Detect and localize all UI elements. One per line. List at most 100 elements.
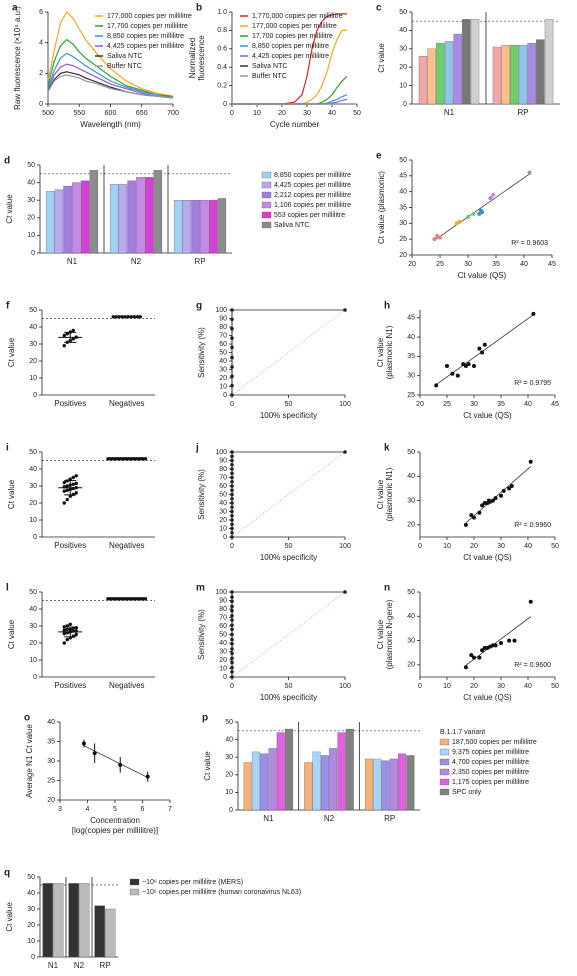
x-tick-label: 40 <box>520 261 528 268</box>
bar <box>418 56 428 105</box>
y-tick-label: 10 <box>225 789 233 796</box>
x-tick-label: 0 <box>230 543 234 550</box>
panel-label: b <box>196 3 202 14</box>
bar <box>153 170 163 254</box>
y-tick-label: 0.6 <box>217 46 227 53</box>
fit-line <box>465 616 531 666</box>
y-tick-label: 100 <box>215 589 227 596</box>
y-tick-label: 0 <box>33 392 37 399</box>
point <box>62 501 66 505</box>
y-axis-label: Ct value <box>377 43 386 73</box>
y-tick-label: 0.8 <box>217 27 227 34</box>
y-tick-label: 20 <box>27 215 35 222</box>
bar <box>285 728 294 811</box>
x-tick-label: 40 <box>524 401 532 408</box>
x-axis-label: Cycle number <box>270 120 320 129</box>
point <box>480 648 485 653</box>
x-tick-label: 20 <box>416 401 424 408</box>
point <box>74 481 78 486</box>
x-axis-label: Ct value (QS) <box>463 693 512 702</box>
legend-swatch <box>129 888 140 896</box>
y-tick-label: 30 <box>29 483 37 490</box>
legend-label: 2,350 copies per millilitre <box>452 769 529 776</box>
x-tick-label: 45 <box>548 261 556 268</box>
bar <box>251 751 260 811</box>
point <box>71 626 75 631</box>
point <box>507 486 512 491</box>
x-tick-label: 6 <box>141 806 145 813</box>
y-tick-label: 40 <box>29 324 37 331</box>
bar <box>510 44 519 105</box>
point <box>65 497 69 502</box>
point <box>528 459 533 464</box>
point <box>230 454 234 459</box>
point <box>466 362 471 367</box>
legend-label: Buffer NTC <box>107 63 142 70</box>
legend-label: 187,500 copies per millilitre <box>452 739 537 746</box>
legend-swatch <box>261 191 272 199</box>
y-tick-label: 10 <box>29 517 37 524</box>
point <box>230 488 234 493</box>
y-tick-label: 35 <box>399 204 407 211</box>
y-tick-label: 30 <box>29 341 37 348</box>
y-tick-label: 50 <box>219 349 227 356</box>
bar <box>268 748 277 811</box>
y-tick-label: 30 <box>407 373 415 380</box>
point <box>74 474 78 478</box>
point <box>230 660 234 665</box>
x-tick-label: 700 <box>167 110 179 117</box>
point <box>230 526 234 531</box>
point <box>230 651 234 655</box>
y-tick-label: 30 <box>219 366 227 373</box>
bar <box>304 762 313 811</box>
bar <box>79 883 90 958</box>
y-tick-label: 30 <box>219 508 227 515</box>
y-tick-label: 40 <box>27 179 35 186</box>
point <box>65 627 69 632</box>
y-tick-label: 10 <box>27 938 35 945</box>
point <box>230 670 234 674</box>
point <box>230 656 234 661</box>
point <box>488 196 493 200</box>
x-tick-label: 20 <box>470 683 478 690</box>
bar <box>191 200 200 254</box>
legend-label: 4,425 copies per millilitre <box>252 53 329 60</box>
bar <box>105 908 116 958</box>
y-axis-label: Normalized <box>188 38 197 78</box>
legend-label: 177,000 copies per millilitre <box>107 13 192 20</box>
x-tick-label: Positives <box>54 399 86 408</box>
y-tick-label: 40 <box>219 640 227 647</box>
point <box>450 371 455 376</box>
point <box>230 618 234 622</box>
point <box>62 631 66 636</box>
point <box>499 493 503 498</box>
y-tick-label: 20 <box>219 517 227 524</box>
y-axis-label: Ct value <box>376 337 385 367</box>
legend-label: Buffer NTC <box>252 73 287 80</box>
point <box>230 608 234 613</box>
y-axis-label: Sensitivity (%) <box>197 327 206 378</box>
legend-swatch <box>439 748 450 756</box>
bar <box>276 732 285 811</box>
point <box>62 333 66 338</box>
y-tick-label: 35 <box>47 738 55 745</box>
panel-label: j <box>195 443 199 454</box>
x-tick-label: N2 <box>74 961 85 970</box>
point <box>71 328 75 333</box>
line <box>47 74 174 99</box>
point <box>230 535 234 539</box>
x-tick-label: 25 <box>436 261 444 268</box>
x-axis-label: 100% specificity <box>260 553 317 562</box>
y-axis-label: Ct value <box>376 479 385 509</box>
legend-label: Saliva NTC <box>252 63 287 70</box>
legend-label: 9,375 copies per millilitre <box>452 749 529 756</box>
x-tick-label: 25 <box>443 401 451 408</box>
bar <box>364 758 373 811</box>
bar <box>527 43 536 105</box>
y-tick-label: 40 <box>219 358 227 365</box>
bar <box>427 48 436 105</box>
y-tick-label: 10 <box>27 232 35 239</box>
point <box>68 622 72 626</box>
y-tick-label: 0.4 <box>217 64 227 71</box>
point <box>138 315 142 319</box>
